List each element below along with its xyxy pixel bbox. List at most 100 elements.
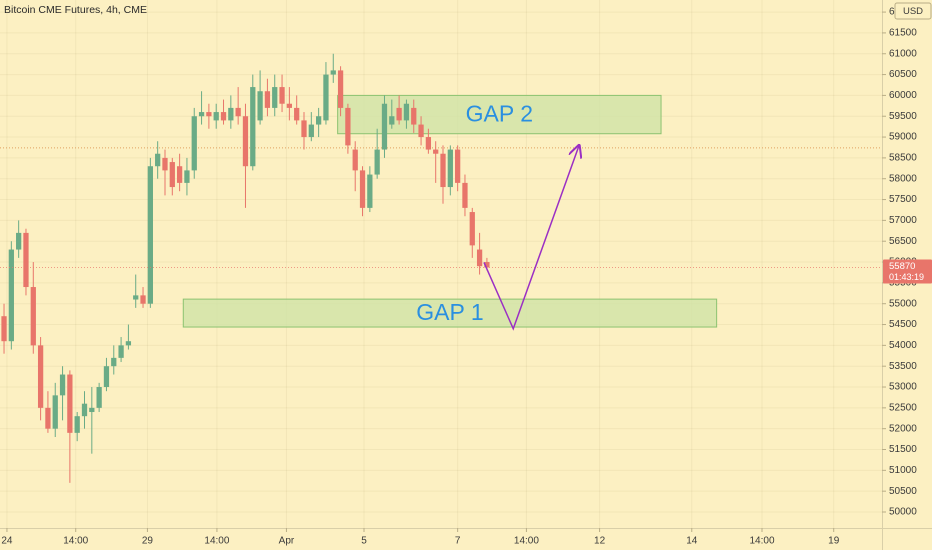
candle-body	[389, 116, 395, 125]
candle-body	[425, 137, 432, 150]
y-tick-label: 50500	[889, 486, 917, 497]
y-tick-label: 54000	[889, 340, 917, 351]
candle-body	[176, 166, 183, 183]
candle-body	[213, 112, 219, 121]
candle-body	[345, 107, 351, 146]
candle-body	[250, 87, 256, 167]
candle-body	[279, 87, 285, 104]
x-tick-label: 29	[142, 536, 154, 547]
candle-body	[140, 295, 146, 304]
candle-body	[220, 112, 227, 121]
y-tick-label: 61500	[889, 28, 917, 39]
y-tick-label: 57000	[889, 215, 917, 226]
candle-body	[147, 166, 153, 304]
chart-title: Bitcoin CME Futures, 4h, CME	[4, 4, 147, 16]
candle-body	[162, 157, 168, 171]
candle-body	[323, 74, 329, 121]
candle-body	[294, 107, 300, 121]
candle-body	[111, 357, 117, 367]
x-tick-label: 7	[455, 536, 461, 547]
x-tick-label: Apr	[279, 536, 295, 547]
candle-body	[169, 162, 175, 188]
candle-body	[59, 374, 66, 396]
candle-body	[381, 103, 388, 150]
candle-body	[118, 345, 124, 358]
candle-body	[440, 153, 446, 188]
candle-body	[45, 407, 51, 429]
candle-body	[301, 120, 307, 138]
candle-body	[81, 403, 88, 417]
candle-body	[337, 70, 344, 108]
candle-body	[418, 124, 424, 138]
candle-body	[469, 212, 475, 246]
currency-box	[894, 2, 932, 20]
last-price-box	[883, 259, 932, 284]
x-tick-label: 19	[828, 536, 840, 547]
candle-body	[228, 107, 234, 121]
y-tick-label: 50000	[889, 507, 917, 518]
y-tick-label: 54500	[889, 319, 917, 330]
y-tick-label: 57500	[889, 194, 917, 205]
x-tick-label: 14:00	[749, 536, 774, 547]
y-tick-label: 56500	[889, 236, 917, 247]
countdown-label: 01:43:19	[889, 272, 924, 282]
candle-body	[198, 112, 205, 117]
y-tick-label: 59500	[889, 111, 917, 122]
gap-zone	[182, 298, 718, 328]
currency-label: USD	[903, 6, 923, 17]
candle-body	[352, 149, 358, 171]
y-tick-label: 51500	[889, 444, 917, 455]
candle-body	[374, 149, 380, 175]
candle-body	[330, 70, 336, 75]
y-tick-label: 60000	[889, 90, 917, 101]
overlay: GAP 2 GAP 1	[416, 101, 579, 331]
candle-body	[103, 366, 110, 388]
candle-body	[8, 249, 14, 342]
candle-body	[89, 407, 95, 413]
candle-body	[433, 149, 439, 154]
candles	[0, 53, 882, 483]
gap-label: GAP 2	[466, 101, 533, 127]
x-tick-label: 24	[1, 536, 13, 547]
x-tick-label: 12	[594, 536, 606, 547]
y-tick-label: 55000	[889, 298, 917, 309]
candle-body	[191, 116, 197, 171]
candle-body	[367, 174, 373, 208]
candle-body	[125, 341, 132, 346]
y-tick-label: 58000	[889, 173, 917, 184]
last-price-label: 55870	[889, 261, 915, 272]
candle-body	[16, 232, 22, 250]
x-tick-label: 14:00	[63, 536, 88, 547]
candle-body	[462, 182, 468, 208]
candle-body	[206, 112, 212, 117]
projection-arrow	[483, 145, 579, 331]
candle-body	[315, 116, 322, 125]
candle-body	[184, 170, 190, 183]
candle-body	[155, 153, 161, 167]
candle-body	[23, 232, 29, 288]
candle-body	[286, 103, 293, 108]
x-tick-label: 14	[686, 536, 698, 547]
y-tick-label: 60500	[889, 69, 917, 80]
y-tick-label: 52000	[889, 423, 917, 434]
candle-body	[30, 287, 36, 346]
candle-body	[403, 103, 410, 121]
x-tick-label: 14:00	[514, 536, 539, 547]
candle-body	[133, 295, 139, 300]
y-tick-label: 53000	[889, 382, 917, 393]
y-tick-label: 52500	[889, 402, 917, 413]
y-tick-label: 59000	[889, 132, 917, 143]
candle-body	[257, 91, 263, 121]
candle-body	[308, 124, 314, 138]
candle-body	[476, 249, 483, 267]
candle-body	[67, 374, 73, 433]
x-tick-label: 5	[361, 536, 367, 547]
candle-body	[272, 87, 278, 108]
y-tick-label: 51000	[889, 465, 917, 476]
candle-body	[1, 316, 7, 342]
y-tick-label: 58500	[889, 153, 917, 164]
